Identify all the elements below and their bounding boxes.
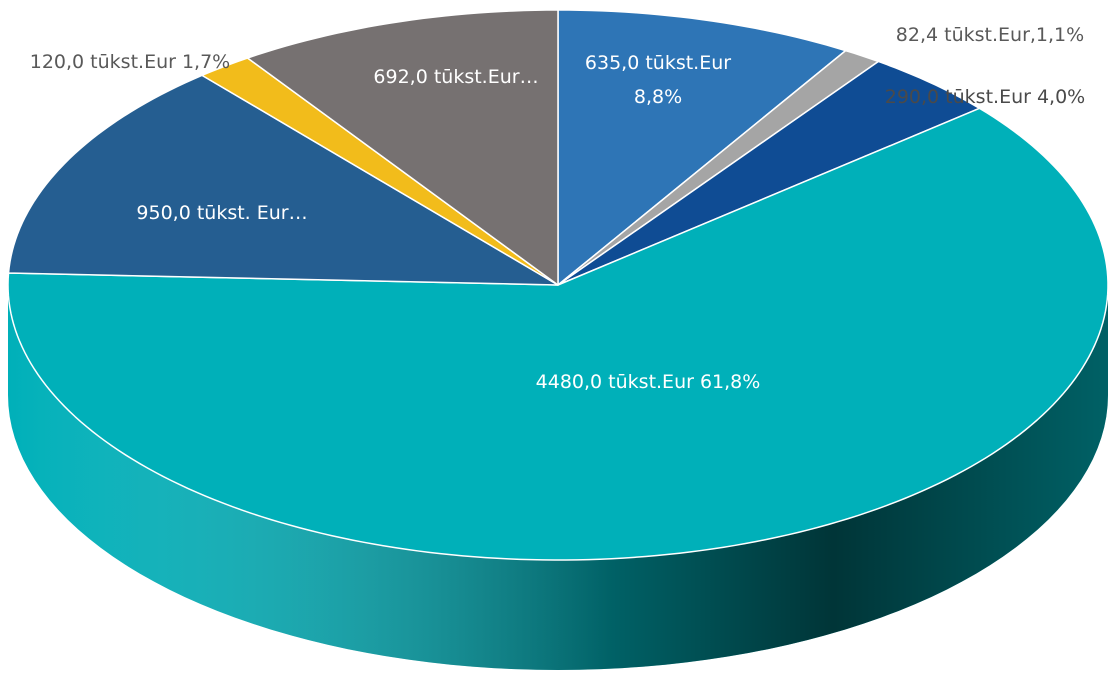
slice (201, 57, 559, 286)
data-label: 635,0 tūkst.Eur 8,8% (584, 52, 732, 108)
data-label-box: 635,0 tūkst.Eur 8,8% (584, 52, 732, 108)
slice (557, 9, 847, 286)
data-label: 4480,0 tūkst.Eur 61,8% (535, 371, 761, 393)
data-label-box: 950,0 tūkst. Eur… (136, 202, 308, 224)
slice (7, 107, 1109, 561)
slice (7, 74, 559, 286)
data-label-box: 290,0 tūkst.Eur 4,0% (884, 86, 1086, 108)
data-label-box: 4480,0 tūkst.Eur 61,8% (535, 371, 761, 393)
slice (557, 60, 981, 286)
data-label-box: 692,0 tūkst.Eur… (373, 66, 539, 88)
data-label: 950,0 tūkst. Eur… (136, 202, 308, 224)
data-label-box: 82,4 tūkst.Eur,1,1% (895, 24, 1085, 46)
data-label: 692,0 tūkst.Eur… (373, 66, 539, 88)
data-label-box: 120,0 tūkst.Eur 1,7% (29, 51, 231, 73)
slice-side-shade (8, 285, 1108, 670)
slice (246, 9, 559, 286)
data-label: 290,0 tūkst.Eur 4,0% (884, 86, 1086, 108)
data-label: 82,4 tūkst.Eur,1,1% (895, 24, 1085, 46)
data-label: 120,0 tūkst.Eur 1,7% (29, 51, 231, 73)
